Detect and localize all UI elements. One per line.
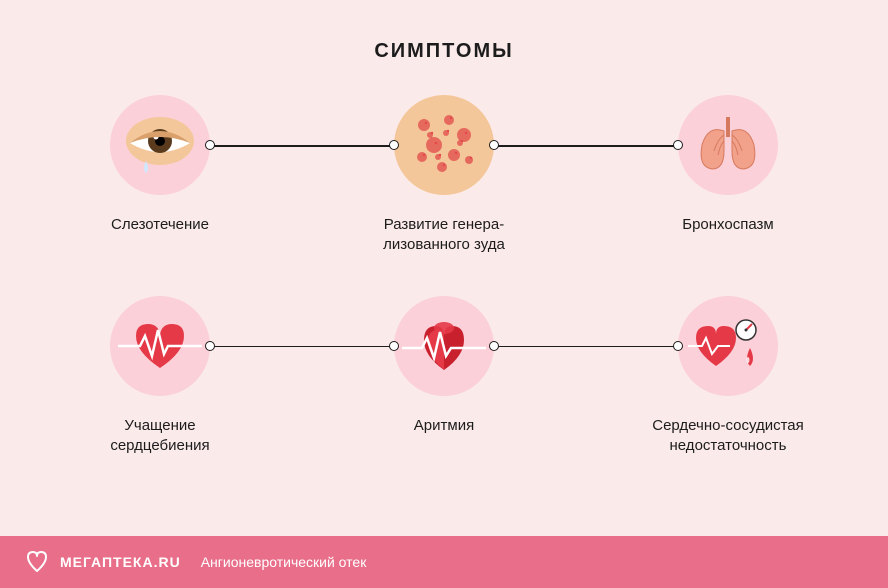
eye-tear-icon	[110, 95, 210, 195]
infographic-canvas: СИМПТОМЫ Слезотечение Развитие генера-ли…	[0, 0, 888, 588]
symptom-row: Учащениесердцебиения Аритмия Сердечно-со…	[60, 296, 828, 457]
brand-logo: МЕГАПТЕКА.RU	[24, 549, 181, 575]
logo-icon	[24, 549, 50, 575]
footer-subtitle: Ангионевротический отек	[201, 554, 367, 570]
rows-container: Слезотечение Развитие генера-лизованного…	[60, 95, 828, 456]
connector-dot	[489, 140, 499, 150]
symptom-label: Бронхоспазм	[682, 215, 773, 235]
footer-bar: МЕГАПТЕКА.RU Ангионевротический отек	[0, 536, 888, 588]
page-title: СИМПТОМЫ	[60, 40, 828, 63]
symptom-item: Слезотечение	[60, 95, 260, 235]
symptom-row: Слезотечение Развитие генера-лизованного…	[60, 95, 828, 256]
symptom-label: Развитие генера-лизованного зуда	[383, 215, 505, 256]
symptom-label: Слезотечение	[111, 215, 209, 235]
connector-dot	[489, 341, 499, 351]
symptom-item: Учащениесердцебиения	[60, 296, 260, 457]
heart-drop-icon	[678, 296, 778, 396]
symptom-item: Бронхоспазм	[628, 95, 828, 235]
connector-dot	[673, 341, 683, 351]
symptom-item: Развитие генера-лизованного зуда	[344, 95, 544, 256]
brand-text: МЕГАПТЕКА.RU	[60, 554, 181, 570]
connector-dot	[205, 140, 215, 150]
connector-dot	[389, 341, 399, 351]
connector-dot	[389, 140, 399, 150]
symptom-label: Сердечно-сосудистаянедостаточность	[652, 416, 804, 457]
lungs-icon	[678, 95, 778, 195]
symptom-label: Учащениесердцебиения	[110, 416, 209, 457]
symptom-item: Сердечно-сосудистаянедостаточность	[628, 296, 828, 457]
arrhythmia-icon	[394, 296, 494, 396]
connector-dot	[205, 341, 215, 351]
heart-rate-icon	[110, 296, 210, 396]
symptom-label: Аритмия	[414, 416, 474, 436]
connector-dot	[673, 140, 683, 150]
rash-icon	[394, 95, 494, 195]
main-area: СИМПТОМЫ Слезотечение Развитие генера-ли…	[0, 0, 888, 536]
symptom-item: Аритмия	[344, 296, 544, 436]
